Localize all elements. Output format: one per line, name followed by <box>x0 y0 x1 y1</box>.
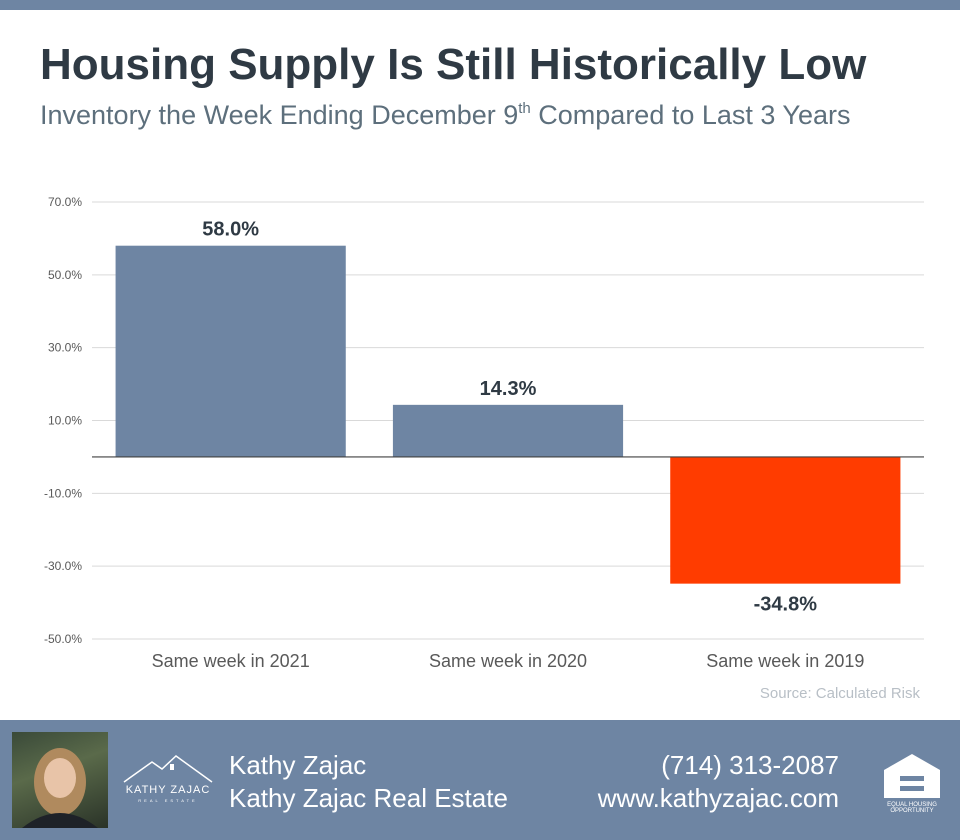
data-label: -34.8% <box>754 594 818 616</box>
top-accent-bar <box>0 0 960 10</box>
bar <box>670 456 901 584</box>
phone-number[interactable]: (714) 313-2087 <box>661 750 839 780</box>
y-tick-label: -50.0% <box>44 632 82 646</box>
bar <box>115 245 346 457</box>
y-tick-label: 10.0% <box>48 414 82 428</box>
y-tick-label: 70.0% <box>48 195 82 209</box>
y-tick-label: -10.0% <box>44 486 82 500</box>
footer-bar: KATHY ZAJAC REAL ESTATE Kathy Zajac Kath… <box>0 720 960 840</box>
agent-name: Kathy Zajac <box>229 750 367 780</box>
chart-subtitle: Inventory the Week Ending December 9th C… <box>40 100 851 130</box>
equal-housing-icon <box>884 754 940 798</box>
source-note: Source: Calculated Risk <box>760 685 921 702</box>
website-link[interactable]: www.kathyzajac.com <box>597 783 839 813</box>
house-roof-icon <box>123 755 213 783</box>
data-label: 58.0% <box>202 219 259 241</box>
agent-photo <box>12 732 108 828</box>
x-category-label: Same week in 2019 <box>706 651 864 671</box>
brand-logo-name: KATHY ZAJAC <box>125 784 211 796</box>
brand-logo-subtext: REAL ESTATE <box>138 798 198 803</box>
equal-housing-logo: EQUAL HOUSING OPPORTUNITY <box>880 750 944 820</box>
equal-housing-text: EQUAL HOUSING OPPORTUNITY <box>887 802 937 814</box>
company-name: Kathy Zajac Real Estate <box>229 783 508 813</box>
bar-chart: 70.0% 50.0% 30.0% 10.0% -10.0% -30.0% -50.0% 58… <box>44 195 924 702</box>
bar <box>392 404 624 457</box>
chart-title: Housing Supply Is Still Historically Low <box>40 40 867 89</box>
x-category-label: Same week in 2021 <box>152 651 310 671</box>
y-tick-label: 50.0% <box>48 268 82 282</box>
y-tick-label: -30.0% <box>44 559 82 573</box>
brand-logo: KATHY ZAJAC REAL ESTATE <box>118 750 218 810</box>
x-category-label: Same week in 2020 <box>429 651 587 671</box>
y-tick-label: 30.0% <box>48 341 82 355</box>
data-label: 14.3% <box>480 378 537 400</box>
